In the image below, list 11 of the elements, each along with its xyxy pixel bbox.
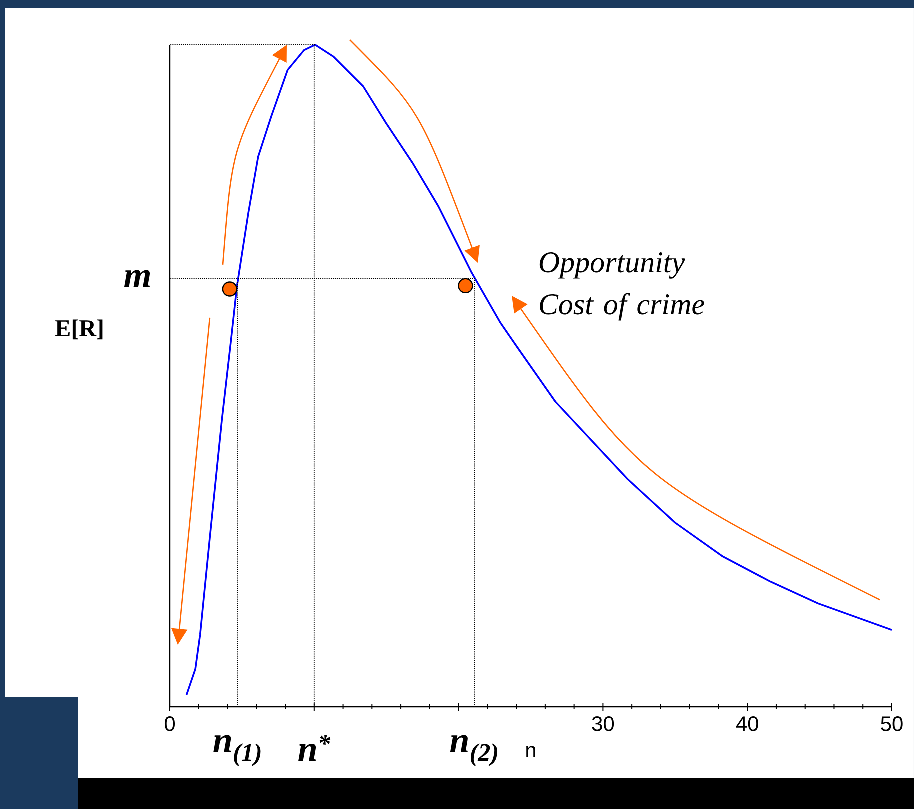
- y-axis-title: E[R]: [56, 320, 103, 340]
- x-tick-label: 30: [592, 716, 614, 732]
- ref-line-label: n$_{(2)}$: [450, 735, 498, 766]
- x-tick-label: 50: [881, 716, 903, 732]
- x-tick-label: 40: [736, 716, 758, 732]
- x-axis-title: n: [526, 746, 536, 758]
- x-tick-label: 0: [164, 716, 176, 732]
- ref-line-label: m: [124, 270, 150, 288]
- ref-line-label: n$^{*}$: [298, 735, 331, 761]
- annotation: Opportunity Cost of crime: [540, 252, 704, 321]
- ref-line-label: n$_{(1)}$: [214, 735, 261, 766]
